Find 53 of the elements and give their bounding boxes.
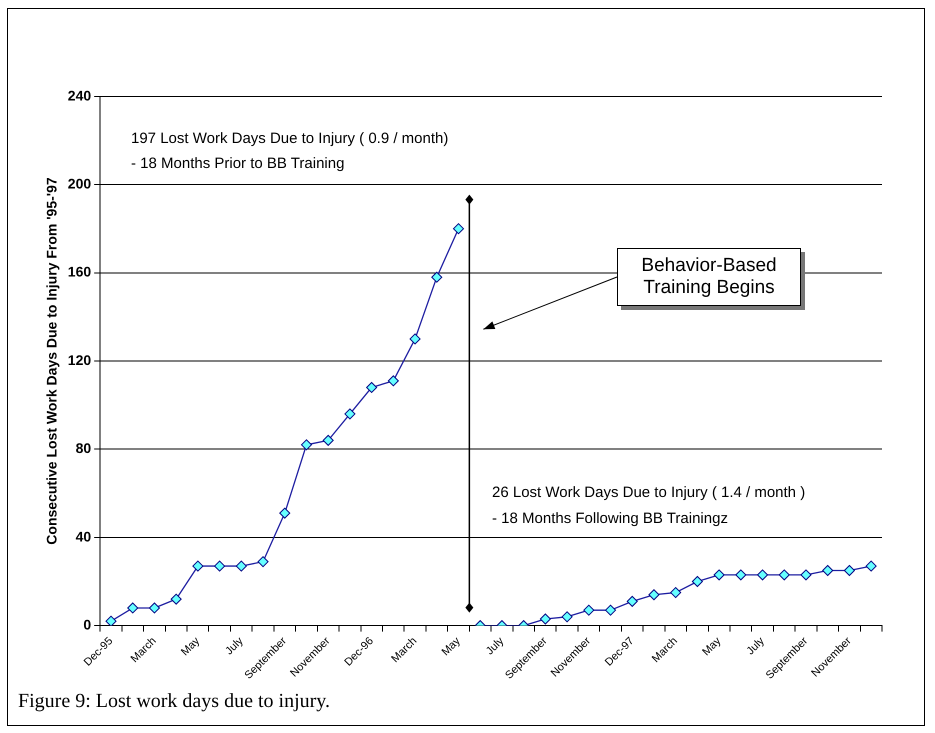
point [692, 576, 703, 588]
point [214, 560, 226, 572]
y-tick-label: 160 [68, 264, 92, 280]
point [279, 508, 290, 519]
annotation: Behavior-Based Training Begins [617, 248, 801, 306]
point [626, 596, 638, 607]
point [714, 569, 725, 580]
x-tick-label: May [178, 634, 203, 658]
point [170, 594, 182, 605]
point [866, 560, 877, 572]
point [757, 569, 768, 580]
y-tick-label: 80 [76, 440, 92, 456]
x-tick-label: May [700, 634, 724, 658]
point [236, 560, 247, 572]
point [648, 589, 660, 600]
y-axis-title: Consecutive Lost Work Days Due to Injury From '95-'97 [43, 177, 60, 545]
point [735, 569, 746, 580]
caption: Figure 9: Lost work days due to injury. [18, 690, 330, 713]
point [127, 602, 138, 614]
annotation: - 18 Months Following BB Trainingz [492, 510, 728, 527]
point [192, 560, 204, 572]
point [322, 434, 334, 446]
annotation: - 18 Months Prior to BB Training [131, 155, 344, 172]
x-tick-label: July [223, 634, 246, 658]
y-tick-label: 240 [68, 87, 92, 104]
y-tick-label: 120 [68, 352, 92, 368]
point [410, 333, 421, 344]
point [148, 602, 160, 614]
point [388, 375, 399, 386]
x-tick-label: May [440, 634, 464, 658]
point [540, 614, 551, 625]
point [822, 564, 834, 576]
point [366, 382, 378, 393]
y-tick-label: 40 [76, 528, 92, 544]
point [106, 616, 117, 626]
y-tick-label: 200 [68, 175, 92, 192]
x-tick-label: July [744, 634, 768, 658]
point [778, 569, 790, 580]
point [583, 604, 594, 616]
point [431, 272, 442, 283]
y-tick-label: 0 [83, 616, 92, 632]
point [300, 439, 312, 450]
point [344, 408, 356, 420]
point [562, 611, 573, 622]
point [844, 564, 855, 576]
point [453, 223, 464, 234]
point [605, 604, 616, 616]
annotation: 26 Lost Work Days Due to Injury ( 1.4 / month ) [492, 484, 806, 501]
x-tick-label: July [484, 634, 507, 658]
point [800, 569, 812, 580]
point [670, 587, 682, 598]
annotation: 197 Lost Work Days Due to Injury ( 0.9 / month) [131, 130, 448, 147]
point [258, 556, 269, 568]
